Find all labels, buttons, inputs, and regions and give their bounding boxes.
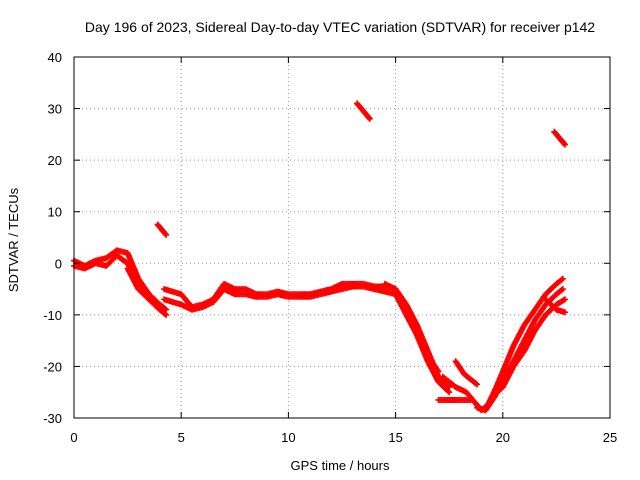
x-tick-label: 20 xyxy=(496,430,510,445)
axis-ticks: 0 5 10 15 20 25 -30 -20 -10 0 10 20 30 40 xyxy=(43,50,617,445)
series-track-14 xyxy=(354,100,373,122)
data-point xyxy=(467,396,474,403)
data-point xyxy=(558,276,565,283)
y-tick-label: -30 xyxy=(43,411,62,426)
x-axis-label: GPS time / hours xyxy=(291,458,390,473)
data-point xyxy=(163,306,170,313)
series-track-9 xyxy=(489,296,568,401)
y-tick-label: -10 xyxy=(43,308,62,323)
data-point xyxy=(559,286,566,293)
data-point xyxy=(146,296,153,303)
series-track-12 xyxy=(435,396,474,403)
y-tick-label: -20 xyxy=(43,359,62,374)
y-tick-label: 10 xyxy=(48,205,62,220)
series-track-15 xyxy=(551,128,568,148)
x-tick-label: 15 xyxy=(388,430,402,445)
data-point xyxy=(561,296,568,303)
series-track-7 xyxy=(439,275,566,414)
grid xyxy=(74,57,610,418)
data-point xyxy=(162,230,169,237)
series-track-10 xyxy=(542,296,568,316)
data-point xyxy=(561,141,568,148)
data-point xyxy=(162,310,169,317)
data-point xyxy=(473,380,479,387)
series-track-11 xyxy=(452,358,481,388)
series-track-3 xyxy=(124,265,153,303)
data-point xyxy=(561,309,568,316)
data-point xyxy=(445,388,452,395)
plot-frame xyxy=(73,56,611,419)
data-point xyxy=(144,295,151,302)
data-point xyxy=(163,231,170,238)
chart-title: Day 196 of 2023, Sidereal Day-to-day VTE… xyxy=(85,19,595,35)
y-axis-label: SDTVAR / TECUs xyxy=(6,187,21,292)
data-point xyxy=(559,275,566,282)
x-tick-label: 5 xyxy=(178,430,185,445)
y-tick-label: 0 xyxy=(55,256,62,271)
y-tick-label: 30 xyxy=(48,102,62,117)
data-point xyxy=(435,368,442,375)
data-point xyxy=(474,381,481,388)
x-tick-label: 25 xyxy=(603,430,617,445)
series-track-5 xyxy=(161,283,453,396)
data-point xyxy=(366,115,373,122)
x-tick-label: 0 xyxy=(70,430,77,445)
data-point xyxy=(162,305,169,312)
data-point xyxy=(366,114,373,121)
data-point xyxy=(558,286,565,293)
series-track-13 xyxy=(154,221,170,238)
series-track-6 xyxy=(381,280,442,375)
data-points xyxy=(71,100,568,414)
y-tick-label: 20 xyxy=(48,153,62,168)
data-point xyxy=(446,389,453,396)
x-tick-label: 10 xyxy=(281,430,295,445)
data-point xyxy=(163,311,170,318)
y-tick-label: 40 xyxy=(48,50,62,65)
